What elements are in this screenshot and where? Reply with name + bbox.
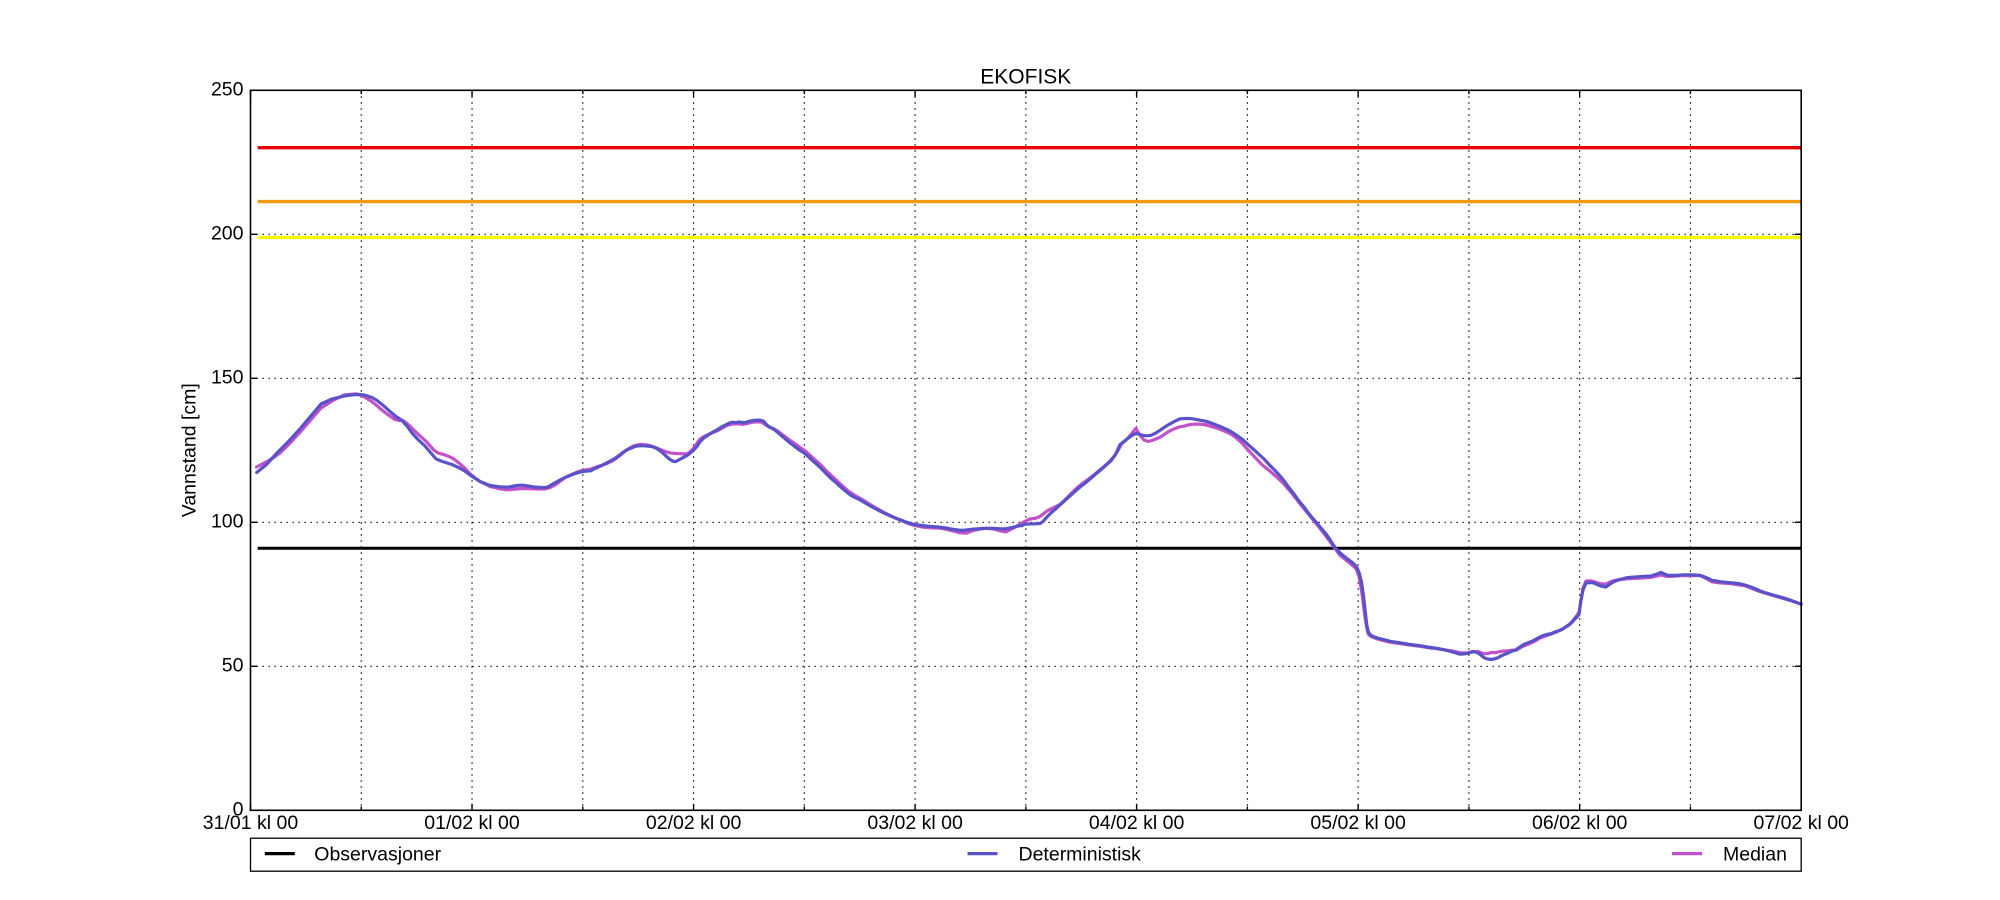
svg-text:31/01 kl 00: 31/01 kl 00 (203, 812, 299, 834)
svg-text:Observasjoner: Observasjoner (314, 844, 441, 866)
svg-text:03/02 kl 00: 03/02 kl 00 (867, 812, 963, 834)
svg-text:Median: Median (1723, 844, 1787, 866)
svg-text:Deterministisk: Deterministisk (1019, 844, 1142, 866)
svg-text:Vannstand [cm]: Vannstand [cm] (179, 383, 201, 517)
svg-text:0: 0 (233, 798, 244, 820)
svg-text:100: 100 (211, 510, 244, 532)
svg-text:06/02 kl 00: 06/02 kl 00 (1532, 812, 1628, 834)
svg-text:250: 250 (211, 78, 244, 100)
svg-text:02/02 kl 00: 02/02 kl 00 (646, 812, 742, 834)
svg-text:07/02 kl 00: 07/02 kl 00 (1753, 812, 1849, 834)
svg-text:150: 150 (211, 366, 244, 388)
svg-text:05/02 kl 00: 05/02 kl 00 (1310, 812, 1406, 834)
svg-text:04/02 kl 00: 04/02 kl 00 (1089, 812, 1185, 834)
svg-text:EKOFISK: EKOFISK (980, 66, 1071, 89)
svg-text:50: 50 (222, 654, 244, 676)
svg-text:200: 200 (211, 222, 244, 244)
svg-text:01/02 kl 00: 01/02 kl 00 (424, 812, 520, 834)
